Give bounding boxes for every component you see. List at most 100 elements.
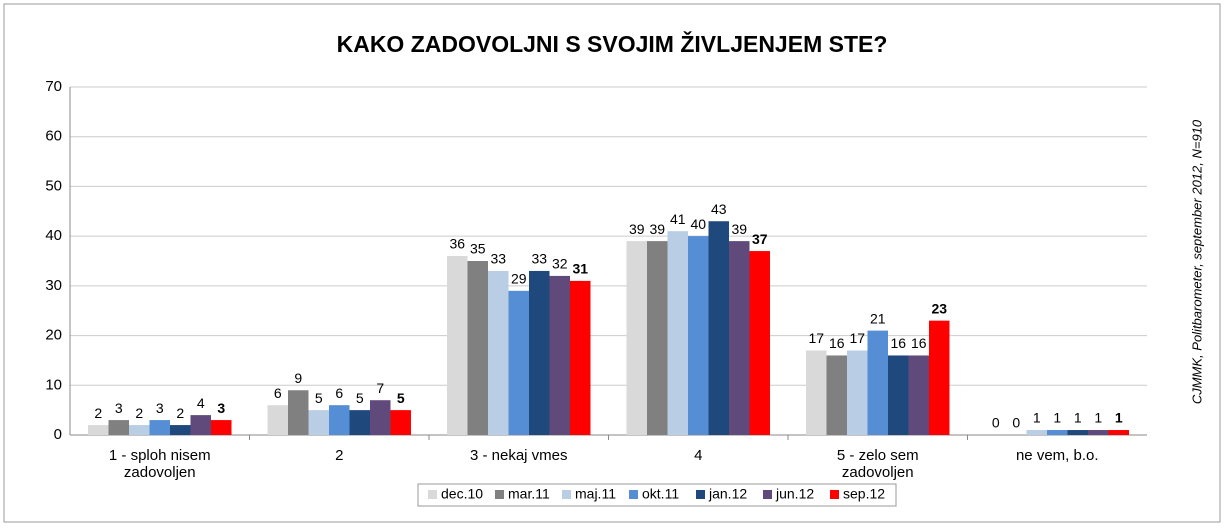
data-label: 32 (552, 256, 568, 272)
data-label: 7 (376, 380, 384, 396)
source-note: CJMMK, Politbarometer, september 2012, N… (1189, 119, 1204, 404)
bar (349, 410, 370, 435)
legend-label: maj.11 (575, 486, 616, 502)
bar (908, 355, 929, 435)
data-label: 5 (315, 390, 323, 406)
bar (1047, 430, 1068, 435)
data-label: 39 (731, 221, 747, 237)
data-label: 33 (490, 251, 506, 267)
bar (1026, 430, 1047, 435)
bar (108, 420, 129, 435)
data-label: 2 (94, 405, 102, 421)
bar (308, 410, 329, 435)
data-label: 39 (649, 221, 665, 237)
bar (390, 410, 411, 435)
bar (929, 320, 950, 435)
data-label: 0 (992, 415, 1000, 431)
legend-label: jun.12 (775, 486, 814, 502)
bar (467, 261, 488, 435)
data-label: 5 (356, 390, 364, 406)
data-label: 2 (176, 405, 184, 421)
y-tick-label: 40 (45, 227, 62, 244)
y-tick-label: 60 (45, 128, 62, 145)
x-tick-label: 3 - nekaj vmes (469, 447, 568, 464)
data-label: 17 (808, 330, 824, 346)
bar (267, 405, 288, 435)
bar (549, 275, 570, 435)
legend-swatch (428, 490, 437, 499)
bar (370, 400, 391, 435)
x-tick-label: ne vem, b.o. (1015, 447, 1099, 464)
data-label: 2 (135, 405, 143, 421)
data-label: 9 (294, 370, 302, 386)
data-label: 4 (197, 395, 205, 411)
bar (729, 241, 750, 435)
bar (288, 390, 309, 435)
legend-swatch (495, 490, 504, 499)
data-label: 16 (829, 335, 845, 351)
y-tick-label: 10 (45, 376, 62, 393)
bar (749, 251, 770, 435)
data-label: 3 (217, 400, 225, 416)
data-label: 5 (397, 390, 405, 406)
data-label: 1 (1053, 410, 1061, 426)
legend-label: okt.11 (642, 486, 679, 502)
legend-label: mar.11 (508, 486, 550, 502)
y-tick-label: 70 (45, 78, 62, 95)
bar (149, 420, 170, 435)
data-label: 1 (1074, 410, 1082, 426)
bar (447, 256, 468, 435)
bar (847, 350, 868, 435)
chart-frame (3, 3, 1221, 523)
bar (211, 420, 232, 435)
bar (329, 405, 350, 435)
data-label: 16 (911, 335, 927, 351)
data-label: 1 (1115, 410, 1123, 426)
bar (570, 280, 591, 435)
data-label: 6 (274, 385, 282, 401)
data-label: 33 (531, 251, 547, 267)
bar (826, 355, 847, 435)
data-label: 43 (711, 201, 727, 217)
bar (867, 330, 888, 435)
data-label: 35 (470, 241, 486, 257)
y-tick-label: 20 (45, 327, 62, 344)
data-label: 37 (752, 231, 768, 247)
data-label: 1 (1094, 410, 1102, 426)
bar (1108, 430, 1129, 435)
data-label: 1 (1033, 410, 1041, 426)
bar (688, 236, 709, 435)
data-label: 41 (670, 211, 686, 227)
legend-label: sep.12 (843, 486, 885, 502)
data-label: 6 (335, 385, 343, 401)
legend-swatch (562, 490, 571, 499)
data-label: 23 (931, 300, 947, 316)
data-label: 29 (511, 271, 527, 287)
bar (529, 270, 550, 435)
chart-title: KAKO ZADOVOLJNI S SVOJIM ŽIVLJENJEM STE? (337, 30, 888, 57)
bar (647, 241, 668, 435)
data-label: 21 (870, 310, 886, 326)
bar (1067, 430, 1088, 435)
legend-box (417, 483, 897, 507)
legend-swatch (696, 490, 705, 499)
data-label: 16 (890, 335, 906, 351)
bar (170, 425, 191, 435)
legend-label: jan.12 (708, 486, 747, 502)
legend-swatch (763, 490, 772, 499)
data-label: 3 (115, 400, 123, 416)
bar (88, 425, 109, 435)
x-tick-label: 5 - zelo sem zadovoljen (836, 447, 919, 481)
bar (888, 355, 909, 435)
data-label: 17 (849, 330, 865, 346)
bar (626, 241, 647, 435)
x-tick-label: 4 (694, 447, 703, 464)
data-label: 39 (629, 221, 645, 237)
data-label: 40 (690, 216, 706, 232)
legend-swatch (629, 490, 638, 499)
bar (806, 350, 827, 435)
bar (488, 270, 509, 435)
data-label: 31 (572, 261, 588, 277)
